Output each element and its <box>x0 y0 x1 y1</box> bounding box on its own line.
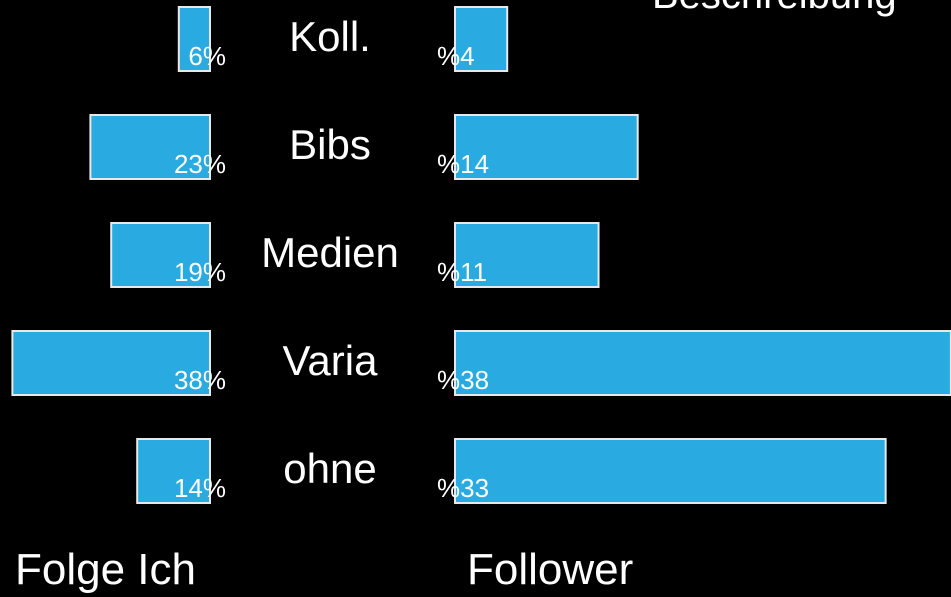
bar-right <box>454 438 887 504</box>
value-label-left: 6% <box>188 41 226 71</box>
bar-right <box>454 222 600 288</box>
bar-left <box>136 438 211 504</box>
bar-right <box>454 330 951 396</box>
category-label: Bibs <box>289 121 371 168</box>
category-label: Medien <box>261 229 399 276</box>
value-label-left: 23% <box>174 149 226 179</box>
category-label: ohne <box>283 445 376 492</box>
value-label-left: 14% <box>174 473 226 503</box>
value-label-right: %14 <box>437 149 489 179</box>
value-label-right: %38 <box>437 365 489 395</box>
value-label-right: %11 <box>437 257 487 287</box>
category-label: Varia <box>283 337 379 384</box>
value-label-left: 19% <box>174 257 226 287</box>
legend-left: Folge Ich <box>15 545 196 594</box>
chart-title: Beschreibung <box>652 0 897 17</box>
bar-left <box>11 330 212 396</box>
bar-left <box>89 114 211 180</box>
bar-right <box>454 6 509 72</box>
category-label: Koll. <box>289 13 371 60</box>
value-label-left: 38% <box>174 365 226 395</box>
bar-left <box>110 222 211 288</box>
bar-right <box>454 114 639 180</box>
legend-right: Follower <box>467 545 633 594</box>
bar-left <box>177 6 212 72</box>
value-label-right: %4 <box>437 41 475 71</box>
value-label-right: %33 <box>437 473 489 503</box>
